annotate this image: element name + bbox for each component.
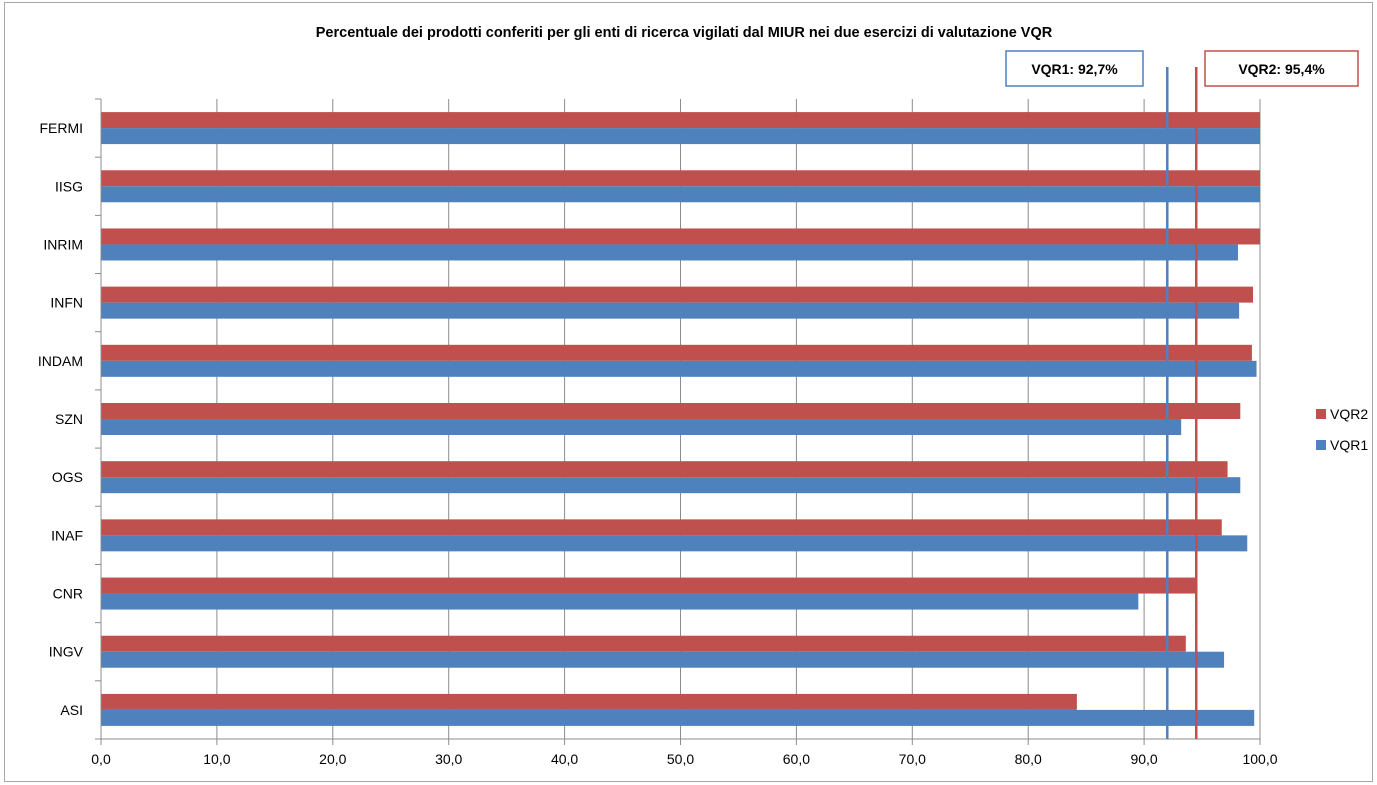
bar-vqr1 [101,535,1248,552]
bar-vqr2 [101,344,1252,361]
bar-vqr2 [101,286,1254,303]
category-label: INDAM [38,353,83,369]
category-label: SZN [55,411,83,427]
annotation-label-vqr1: VQR1: 92,7% [1031,61,1118,77]
category-label: INRIM [43,236,83,252]
legend-label-vqr2: VQR2 [1330,406,1368,422]
category-label: FERMI [39,120,83,136]
bar-vqr2 [101,112,1260,129]
category-label: INAF [51,527,83,543]
x-tick-label: 100,0 [1242,751,1277,767]
category-label: OGS [52,469,83,485]
bar-vqr1 [101,360,1257,377]
chart-title: Percentuale dei prodotti conferiti per g… [316,25,1053,41]
x-tick-label: 40,0 [551,751,578,767]
category-label: INGV [49,644,84,660]
legend: VQR2 VQR1 [1316,406,1368,453]
bar-vqr2 [101,693,1077,710]
annotation-label-vqr2: VQR2: 95,4% [1238,61,1325,77]
bar-vqr2 [101,519,1222,536]
x-tick-label: 90,0 [1130,751,1157,767]
bar-vqr1 [101,419,1182,435]
x-tick-label: 30,0 [435,751,462,767]
reference-lines: VQR1: 92,7% VQR2: 95,4% [1005,50,1359,739]
annotation-box-vqr1 [1005,50,1144,87]
x-tick-label: 10,0 [203,751,230,767]
axes [95,98,1261,745]
bar-vqr1 [101,593,1139,610]
x-tick-label: 60,0 [783,751,810,767]
annotation-box-vqr2 [1204,50,1359,87]
bar-vqr1 [101,244,1238,261]
category-label: CNR [53,586,83,602]
bar-vqr2 [101,228,1260,245]
x-tick-label: 70,0 [899,751,926,767]
legend-swatch-vqr1 [1316,440,1326,450]
x-tick-label: 50,0 [667,751,694,767]
chart-frame [4,2,1373,782]
category-label: INFN [50,295,83,311]
legend-label-vqr1: VQR1 [1330,437,1368,453]
category-label: ASI [60,702,83,718]
x-tick-label: 80,0 [1015,751,1042,767]
bar-vqr1 [101,302,1240,319]
bar-vqr2 [101,403,1241,419]
x-tick-label: 20,0 [319,751,346,767]
axis-labels: 0,0 10,0 20,0 30,0 40,0 50,0 60,0 70,0 80,0 90,0 1… [38,120,1278,767]
bar-vqr2 [101,170,1260,187]
bar-vqr2 [101,635,1186,652]
bar-vqr2 [101,461,1228,478]
bar-vqr1 [101,651,1225,668]
bars [101,112,1260,726]
x-tick-label: 0,0 [91,751,111,767]
bar-vqr2 [101,577,1198,594]
legend-swatch-vqr2 [1316,409,1326,419]
bar-vqr1 [101,186,1260,203]
bar-vqr1 [101,709,1255,726]
bar-vqr1 [101,128,1260,145]
category-label: IISG [55,178,83,194]
bar-vqr1 [101,477,1241,494]
